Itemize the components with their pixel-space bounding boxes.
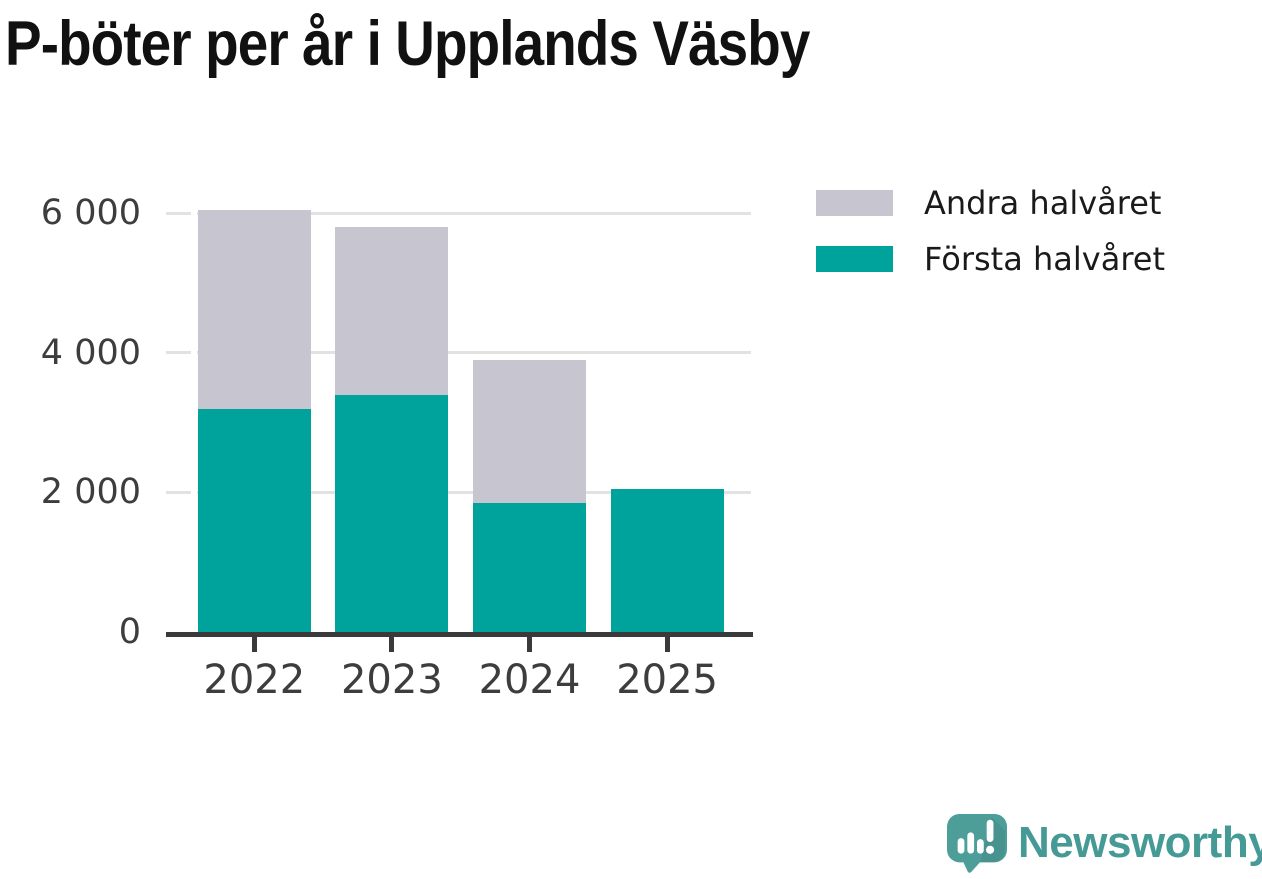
legend-swatch-forsta [816, 246, 893, 272]
xtick-label-2024: 2024 [478, 657, 581, 703]
xtick-label-2025: 2025 [616, 657, 718, 703]
bar-2025-forsta [610, 488, 724, 632]
bar-2022-andra [197, 209, 311, 409]
xtick-2023 [389, 637, 395, 652]
xtick-label-2022: 2022 [203, 657, 306, 703]
bar-2023-forsta [335, 394, 449, 632]
bar-2024-andra [473, 359, 586, 503]
ytick-label-0: 0 [118, 612, 141, 652]
legend-item-andra: Andra halvåret [816, 184, 1165, 222]
legend-label-forsta: Första halvåret [924, 240, 1166, 278]
chart-title: P-böter per år i Upplands Väsby [5, 9, 810, 79]
ytick-label-4000: 4 000 [40, 332, 141, 373]
legend: Andra halvåret Första halvåret [816, 184, 1166, 302]
ytick-dash-2000 [166, 490, 191, 494]
xtick-2025 [664, 637, 670, 652]
ytick-label-2000: 2 000 [40, 472, 141, 513]
legend-swatch-andra [816, 190, 893, 216]
gridline-4000 [197, 351, 751, 355]
legend-item-forsta: Första halvåret [816, 240, 1166, 278]
newsworthy-logo-text: Newsworthy [1018, 818, 1262, 867]
ytick-dash-6000 [166, 211, 191, 215]
bar-2022-forsta [197, 408, 311, 632]
bar-2024-forsta [473, 502, 586, 632]
bar-2023-andra [335, 227, 449, 395]
ytick-label-6000: 6 000 [40, 193, 141, 234]
newsworthy-logo: Newsworthy [946, 813, 1262, 873]
ytick-dash-4000 [166, 351, 191, 355]
xtick-2022 [251, 637, 257, 652]
gridline-6000 [197, 211, 751, 215]
legend-label-andra: Andra halvåret [924, 184, 1162, 222]
xtick-label-2023: 2023 [340, 657, 443, 703]
xtick-2024 [527, 637, 532, 652]
newsworthy-logo-icon [947, 813, 1007, 873]
x-axis-line [166, 632, 753, 637]
